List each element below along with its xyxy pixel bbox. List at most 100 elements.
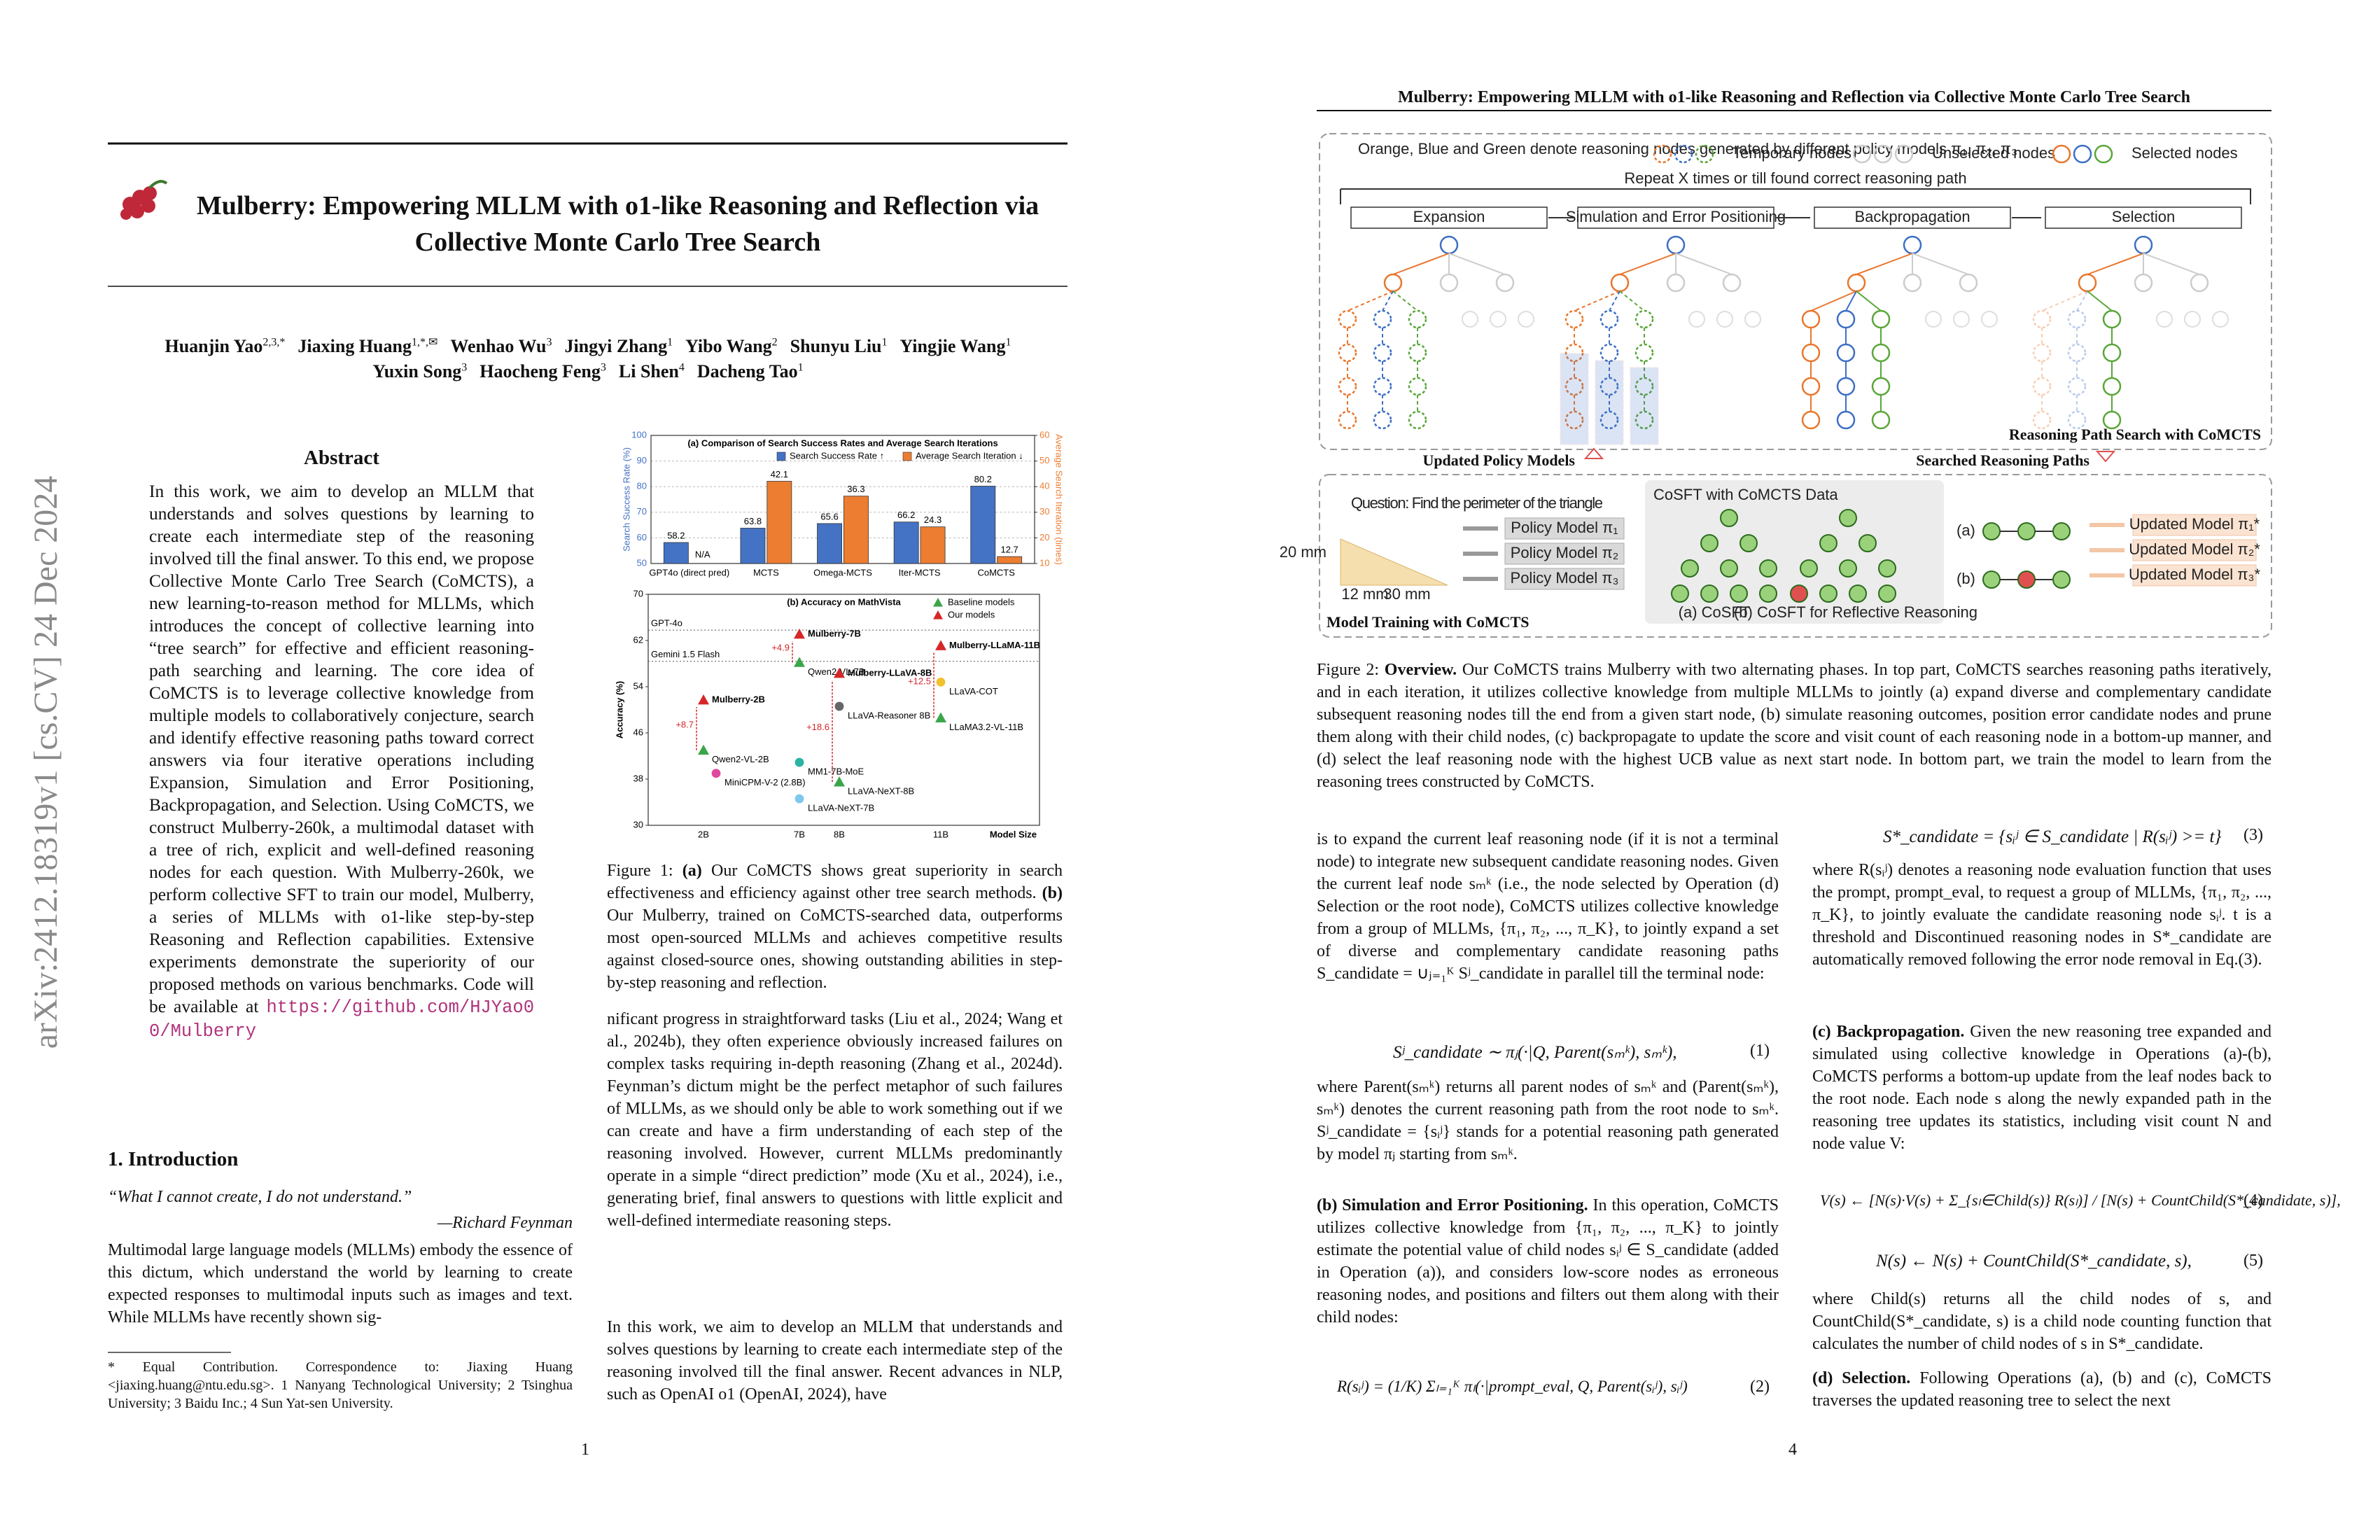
value-label: 66.2 [897, 510, 915, 520]
dimension-label: 20 mm [1280, 543, 1326, 561]
tree-node [1847, 273, 1866, 293]
point [711, 769, 721, 778]
tree-node [1373, 343, 1392, 363]
author: Yuxin Song3 [372, 361, 467, 382]
caption-text: Our CoMCTS shows great superiority in se… [607, 862, 1063, 902]
error-box [1595, 360, 1624, 445]
value-label: 12.7 [1000, 545, 1018, 555]
path-node [2052, 570, 2071, 589]
caption-text: Our CoMCTS trains Mulberry with two alte… [1317, 661, 2272, 791]
repeat-loop [1340, 188, 2251, 204]
x-tick-label: GPT4o (direct pred) [649, 567, 729, 578]
paper-title: Mulberry: Empowering MLLM with o1-like R… [196, 191, 1040, 257]
tree-node [1671, 584, 1689, 603]
tree-node [1858, 534, 1877, 552]
tree-node [2134, 235, 2153, 255]
tree-node [1903, 273, 1922, 293]
legend-label: Baseline models [948, 596, 1015, 607]
tree-node [1688, 311, 1705, 328]
tree-edge [1810, 290, 1857, 312]
tree-node [2032, 343, 2052, 363]
tree-node [2134, 273, 2153, 293]
model-box [2132, 539, 2257, 561]
bar [997, 556, 1023, 564]
legend-marker [933, 610, 943, 620]
tree-node [1730, 584, 1748, 603]
tree-node [1871, 377, 1891, 396]
stage-box [1577, 206, 1774, 229]
tree-node [1408, 309, 1427, 329]
model-label: Policy Model π₁ [1511, 519, 1618, 536]
tree-node [1878, 584, 1896, 603]
tree-node [1495, 273, 1515, 293]
reference-label: Gemini 1.5 Flash [651, 649, 720, 659]
cosft-panel [1645, 480, 1944, 624]
tree-edge [1347, 290, 1394, 312]
bar [817, 523, 842, 564]
x-tick-label: MCTS [753, 567, 779, 578]
legend-label: Selected nodes [2132, 144, 2238, 162]
training-panel [1319, 474, 2272, 638]
tree-node [1740, 534, 1758, 552]
tree-node [1439, 235, 1459, 255]
point-label: LLaVA-COT [949, 686, 998, 696]
value-label: 58.2 [667, 530, 685, 540]
equation: Sʲ_candidate ∼ πⱼ(·|Q, Parent(sₘᵏ), sₘᵏ)… [1393, 1043, 1677, 1062]
stage-label: Selection [2112, 208, 2176, 225]
tree-edge [2087, 290, 2113, 312]
caption-label: Figure 2: [1317, 661, 1380, 679]
tree-node [1338, 343, 1357, 363]
point [794, 628, 805, 639]
author-name: Yibo Wang [685, 335, 772, 356]
tree-node [1836, 343, 1856, 363]
tree-node [2212, 311, 2229, 328]
author-name: Yingjie Wang [899, 335, 1006, 356]
path-label: (a) [1956, 522, 1975, 539]
legend-marker [933, 598, 943, 607]
tree-edge [1845, 290, 1857, 312]
y-tick-label: 100 [631, 429, 647, 440]
tree-node [1408, 343, 1427, 363]
tree-node [1490, 311, 1506, 328]
x-tick-label: Omega-MCTS [813, 567, 872, 578]
y-axis-label: Accuracy (%) [614, 681, 624, 738]
point-label: LLaVA-NeXT-7B [808, 802, 874, 813]
tree-node [1722, 273, 1742, 293]
tree-node [1600, 309, 1619, 329]
tree-edge [1392, 253, 1450, 275]
tree-edge [1619, 253, 1676, 275]
flow-label: Updated Policy Models [1422, 451, 1575, 469]
cosft-label: (b) CoSFT for Reflective Reasoning [1734, 603, 1977, 621]
point-label: MM1-7B-MoE [808, 766, 864, 777]
cosft-label: (a) CoSFT [1679, 603, 1751, 621]
path-node [2017, 570, 2036, 589]
legend-label: Search Success Rate ↑ [790, 450, 884, 461]
quote: “What I cannot create, I do not understa… [108, 1188, 412, 1206]
mulberry-icon [120, 180, 168, 220]
y-tick-label: 46 [634, 727, 643, 737]
flow-arrow [1583, 447, 2116, 463]
legend-node [1852, 144, 1872, 164]
tree-node [1634, 377, 1654, 396]
point-label: Mulberry-7B [808, 628, 861, 638]
paragraph: (d) Selection. Following Operations (a),… [1812, 1367, 2272, 1412]
tree-node [1634, 309, 1654, 329]
arxiv-stamp: arXiv:2412.18319v1 [cs.CV] 24 Dec 2024 [27, 475, 64, 1049]
tree-node [1681, 559, 1699, 578]
tree-node [2102, 410, 2122, 430]
triangle-image [1340, 538, 1448, 586]
bar [844, 496, 869, 564]
equation-number: (5) [2244, 1252, 2263, 1270]
model-label: Policy Model π₂ [1511, 544, 1619, 561]
legend-node [1653, 144, 1672, 164]
model-box [1504, 517, 1625, 540]
point [794, 794, 804, 804]
tree-node [1383, 273, 1403, 293]
tree-node [1720, 509, 1738, 527]
tree-edge [1382, 290, 1394, 312]
y-tick-label: 60 [637, 532, 647, 542]
tree-node [1871, 410, 1891, 430]
code-link[interactable]: https://github.com/HJYao00/Mulberry [149, 997, 535, 1042]
model-box [2132, 514, 2257, 536]
cosft-title: CoSFT with CoMCTS Data [1653, 486, 1838, 503]
